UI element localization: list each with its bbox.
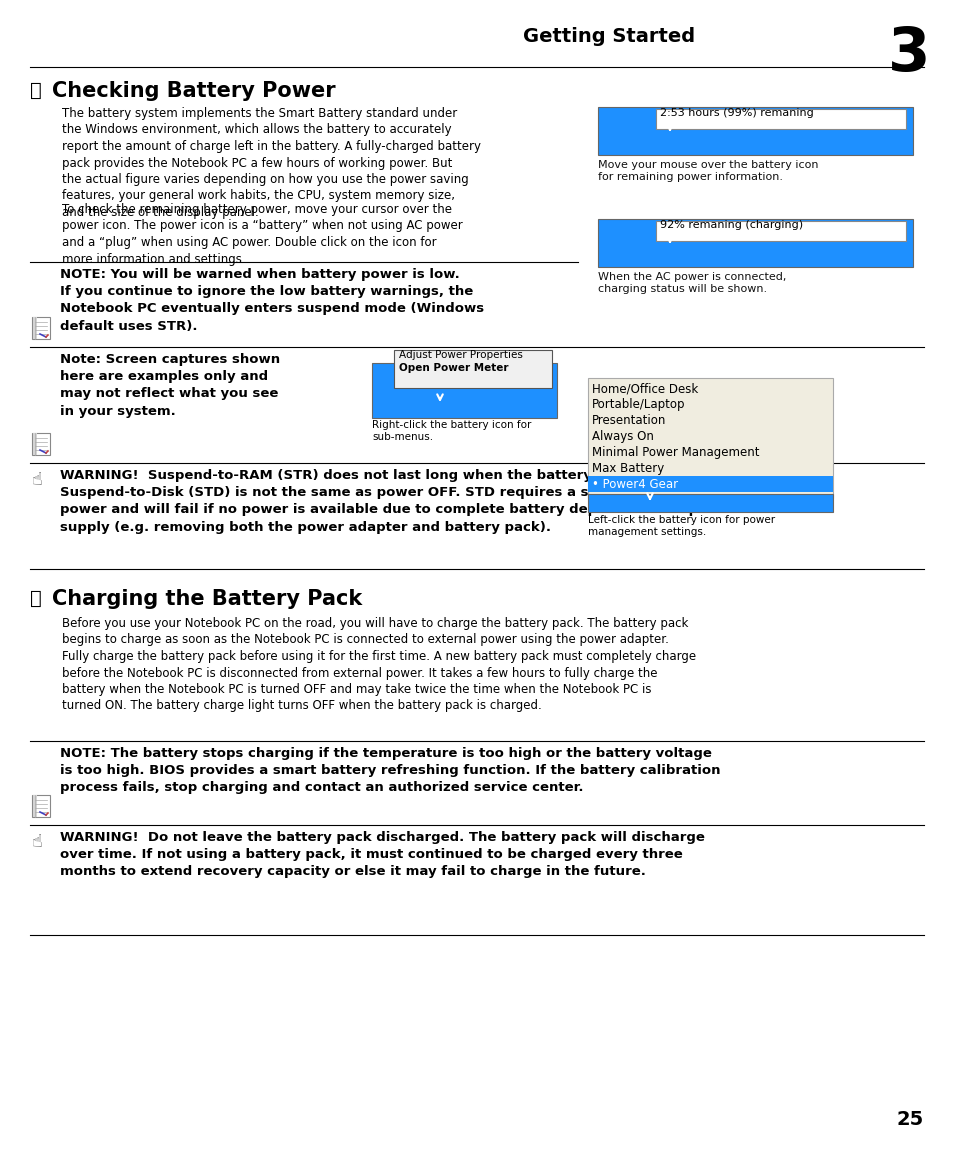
Bar: [33, 316, 37, 340]
Text: ⎓: ⎓: [30, 589, 42, 608]
Bar: [33, 433, 37, 455]
Text: Getting Started: Getting Started: [522, 27, 695, 46]
Text: 2:53 hours (99%) remaning: 2:53 hours (99%) remaning: [659, 109, 813, 118]
Text: Before you use your Notebook PC on the road, you will have to charge the battery: Before you use your Notebook PC on the r…: [62, 617, 696, 713]
Text: Left-click the battery icon for power
management settings.: Left-click the battery icon for power ma…: [587, 515, 774, 537]
Text: NOTE: You will be warned when battery power is low.
If you continue to ignore th: NOTE: You will be warned when battery po…: [60, 268, 483, 333]
Bar: [656, 221, 905, 241]
Text: WARNING!  Suspend-to-RAM (STR) does not last long when the battery power is depl: WARNING! Suspend-to-RAM (STR) does not l…: [60, 469, 736, 534]
Text: Presentation: Presentation: [592, 413, 666, 427]
Text: ⎓: ⎓: [30, 81, 42, 100]
Bar: [32, 316, 50, 340]
Text: WARNING!  Do not leave the battery pack discharged. The battery pack will discha: WARNING! Do not leave the battery pack d…: [60, 830, 704, 879]
Text: To check the remaining battery power, move your cursor over the
power icon. The : To check the remaining battery power, mo…: [62, 203, 462, 266]
Text: Charging the Battery Pack: Charging the Battery Pack: [52, 589, 362, 609]
Bar: [372, 363, 557, 418]
Text: 25: 25: [896, 1110, 923, 1128]
Bar: [587, 378, 832, 498]
Bar: [33, 795, 37, 817]
Text: Note: Screen captures shown
here are examples only and
may not reflect what you : Note: Screen captures shown here are exa…: [60, 353, 280, 418]
Bar: [394, 350, 552, 388]
Text: Minimal Power Management: Minimal Power Management: [592, 446, 759, 459]
Bar: [598, 107, 912, 155]
Text: Home/Office Desk: Home/Office Desk: [592, 382, 698, 395]
Text: Portable/Laptop: Portable/Laptop: [592, 398, 685, 411]
Text: Checking Battery Power: Checking Battery Power: [52, 81, 335, 100]
Bar: [32, 795, 50, 817]
Bar: [598, 219, 912, 267]
Text: Max Battery: Max Battery: [592, 462, 663, 475]
Bar: [32, 433, 50, 455]
Text: 3: 3: [886, 25, 929, 84]
Text: 92% remaning (charging): 92% remaning (charging): [659, 219, 802, 230]
Text: When the AC power is connected,
charging status will be shown.: When the AC power is connected, charging…: [598, 271, 785, 295]
Text: Adjust Power Properties: Adjust Power Properties: [398, 350, 522, 360]
Bar: [656, 109, 905, 129]
Text: The battery system implements the Smart Battery standard under
the Windows envir: The battery system implements the Smart …: [62, 107, 480, 219]
Text: • Power4 Gear: • Power4 Gear: [592, 478, 678, 491]
Text: ☝: ☝: [32, 471, 43, 489]
Text: Open Power Meter: Open Power Meter: [398, 363, 508, 373]
Text: Right-click the battery icon for
sub-menus.: Right-click the battery icon for sub-men…: [372, 420, 531, 442]
Text: ☝: ☝: [32, 833, 43, 851]
Bar: [587, 476, 832, 492]
Bar: [587, 494, 832, 512]
Text: Always On: Always On: [592, 430, 653, 444]
Text: NOTE: The battery stops charging if the temperature is too high or the battery v: NOTE: The battery stops charging if the …: [60, 747, 720, 795]
Text: Move your mouse over the battery icon
for remaining power information.: Move your mouse over the battery icon fo…: [598, 161, 818, 182]
